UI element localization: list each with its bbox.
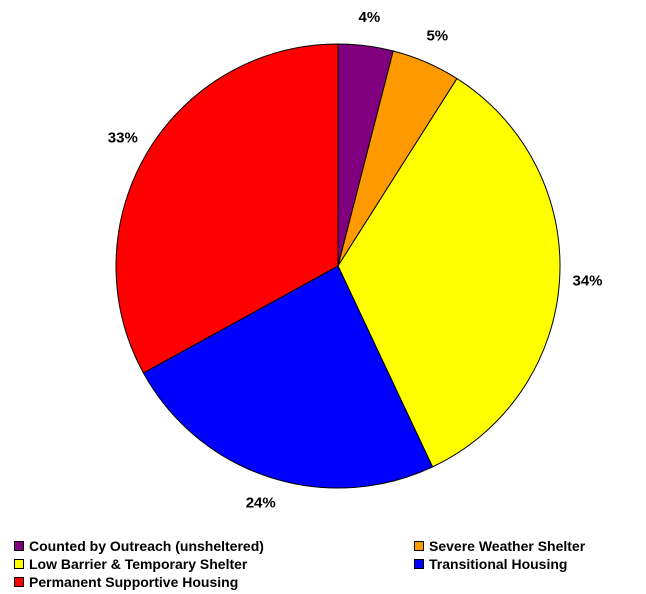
legend-label-severe-weather: Severe Weather Shelter	[429, 538, 586, 554]
legend-item-outreach: Counted by Outreach (unsheltered)	[14, 538, 264, 554]
legend-item-low-barrier: Low Barrier & Temporary Shelter	[14, 556, 247, 572]
legend-label-permanent: Permanent Supportive Housing	[29, 574, 239, 590]
data-label-counted-by-outreach-unsheltered: 4%	[358, 9, 380, 26]
pie-slice-low-barrier-temporary-shelter	[337, 77, 561, 468]
legend-label-outreach: Counted by Outreach (unsheltered)	[29, 538, 264, 554]
legend-label-transitional: Transitional Housing	[429, 556, 568, 572]
legend-item-permanent: Permanent Supportive Housing	[14, 574, 238, 590]
data-label-transitional-housing: 24%	[246, 495, 276, 512]
data-label-severe-weather-shelter: 5%	[426, 28, 448, 45]
legend-swatch-permanent	[14, 577, 24, 587]
legend-label-low-barrier: Low Barrier & Temporary Shelter	[29, 556, 248, 572]
legend-item-severe-weather: Severe Weather Shelter	[414, 538, 585, 554]
legend-swatch-severe-weather	[414, 541, 424, 551]
data-label-low-barrier-temporary-shelter: 34%	[572, 273, 602, 290]
legend-swatch-low-barrier	[14, 559, 24, 569]
pie-slice-transitional-housing	[142, 265, 434, 489]
legend-swatch-outreach	[14, 541, 24, 551]
data-label-permanent-supportive-housing: 33%	[108, 130, 138, 147]
legend-item-transitional: Transitional Housing	[414, 556, 567, 572]
legend-swatch-transitional	[414, 559, 424, 569]
pie-slice-permanent-supportive-housing	[115, 43, 339, 374]
pie-slices	[115, 43, 561, 489]
pie-data-labels: 4% 5% 34% 24% 33%	[108, 9, 603, 512]
